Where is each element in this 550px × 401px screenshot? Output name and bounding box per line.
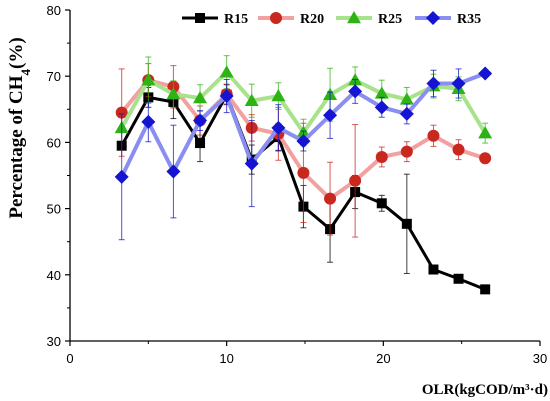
x-axis-title: OLR(kgCOD/m³·d) xyxy=(422,382,548,398)
legend-marker-r15 xyxy=(195,13,205,23)
data-point-r35 xyxy=(166,164,181,179)
data-point-r35 xyxy=(141,114,156,129)
x-tick-label: 10 xyxy=(219,351,233,366)
data-point-r15 xyxy=(195,138,206,149)
data-point-r25 xyxy=(399,92,414,105)
legend-label-r15: R15 xyxy=(224,12,248,27)
data-point-r15 xyxy=(401,218,412,229)
data-point-r25 xyxy=(193,91,208,104)
data-point-r35 xyxy=(271,120,286,135)
data-point-r35 xyxy=(296,134,311,149)
data-point-r35 xyxy=(451,76,466,91)
data-point-r20 xyxy=(452,143,465,156)
y-tick-label: 50 xyxy=(47,202,61,217)
data-point-r35 xyxy=(244,156,259,171)
axes: 30 40 50 60 70 80 0 10 20 30 xyxy=(47,3,548,366)
data-point-r25 xyxy=(478,126,493,139)
legend-marker-r35 xyxy=(426,11,440,25)
data-point-r25 xyxy=(374,86,389,99)
data-point-r35 xyxy=(478,66,493,81)
data-point-r25 xyxy=(271,89,286,102)
data-point-r35 xyxy=(348,84,363,99)
data-point-r20 xyxy=(115,106,128,119)
data-point-r20 xyxy=(400,145,413,158)
data-point-r35 xyxy=(193,113,208,128)
series-r35 xyxy=(114,66,493,241)
data-point-r35 xyxy=(399,106,414,121)
y-tick-label: 30 xyxy=(47,334,61,349)
series-layer xyxy=(114,55,493,295)
data-point-r35 xyxy=(374,100,389,115)
data-point-r35 xyxy=(323,108,338,123)
legend-label-r35: R35 xyxy=(457,12,481,27)
data-point-r15 xyxy=(428,264,439,275)
y-axis-title: Percentage of CH4(%) xyxy=(6,37,33,218)
y-tick-label: 40 xyxy=(47,268,61,283)
x-tick-label: 20 xyxy=(376,351,390,366)
legend-label-r20: R20 xyxy=(300,12,324,27)
data-point-r20 xyxy=(427,129,440,142)
y-tick-label: 60 xyxy=(47,135,61,150)
y-tick-label: 80 xyxy=(47,3,61,18)
data-point-r25 xyxy=(219,65,234,78)
data-point-r35 xyxy=(114,169,129,184)
legend: R15 R20 R25 R35 xyxy=(182,11,481,27)
data-point-r20 xyxy=(297,166,310,179)
data-point-r15 xyxy=(376,198,387,209)
data-point-r25 xyxy=(244,93,259,106)
data-point-r20 xyxy=(349,174,362,187)
data-point-r15 xyxy=(453,273,464,284)
data-point-r35 xyxy=(219,89,234,104)
data-point-r35 xyxy=(426,76,441,91)
legend-marker-r25 xyxy=(347,11,361,24)
legend-label-r25: R25 xyxy=(378,12,402,27)
data-point-r20 xyxy=(375,150,388,163)
data-point-r25 xyxy=(141,73,156,86)
x-tick-label: 30 xyxy=(533,351,547,366)
data-point-r25 xyxy=(166,87,181,100)
data-point-r20 xyxy=(324,192,337,205)
legend-marker-r20 xyxy=(270,12,282,24)
x-tick-label: 0 xyxy=(66,351,73,366)
data-point-r15 xyxy=(480,284,491,295)
data-point-r20 xyxy=(479,152,492,165)
y-tick-label: 70 xyxy=(47,69,61,84)
